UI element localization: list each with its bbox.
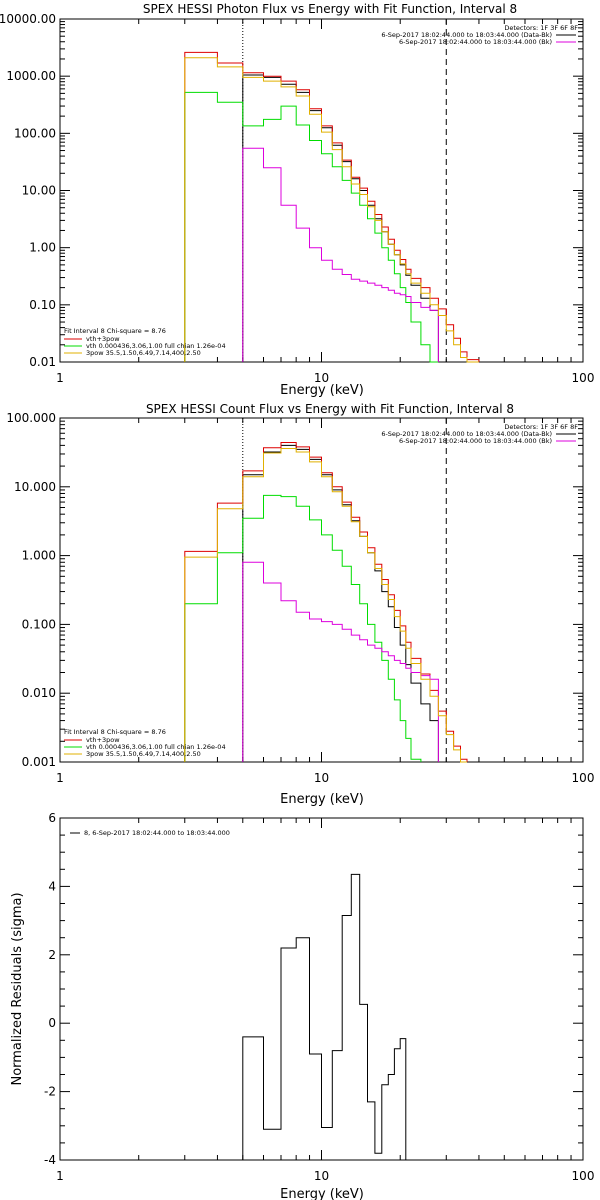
x-tick-label: 10 xyxy=(314,371,329,385)
series-line xyxy=(242,147,439,362)
photon-flux-title: SPEX HESSI Photon Flux vs Energy with Fi… xyxy=(143,2,517,16)
y-tick-label: 1000.00 xyxy=(6,69,56,83)
y-tick-label: 6 xyxy=(48,811,56,825)
photon-flux-legend-databk: 6-Sep-2017 18:02:44.000 to 18:03:44.000 … xyxy=(381,31,552,39)
x-tick-label: 100 xyxy=(572,371,595,385)
y-tick-label: 100.00 xyxy=(14,126,56,140)
photon-flux-detectors-label: Detectors: 1F 3F 6F 8F xyxy=(504,24,578,32)
count-flux-panel: SPEX HESSI Count Flux vs Energy with Fit… xyxy=(6,402,594,807)
x-tick-label: 1 xyxy=(56,371,64,385)
y-tick-label: -4 xyxy=(44,1153,56,1167)
y-tick-label: 1.00 xyxy=(29,241,56,255)
photon-flux-fit-header: Fit Interval 8 Chi-square = 8.76 xyxy=(64,327,166,335)
series-line xyxy=(242,873,407,1160)
count-flux-xlabel: Energy (keV) xyxy=(280,792,364,807)
y-tick-label: 10000.00 xyxy=(0,12,56,26)
series-line xyxy=(184,442,468,762)
y-tick-label: -2 xyxy=(44,1085,56,1099)
y-tick-label: 2 xyxy=(48,948,56,962)
y-tick-label: 100.000 xyxy=(6,411,56,425)
photon-flux-plot-frame xyxy=(59,18,584,363)
y-tick-label: 0.100 xyxy=(22,617,56,631)
series-line xyxy=(184,494,422,762)
photon-flux-legend-bk: 6-Sep-2017 18:02:44.000 to 18:03:44.000 … xyxy=(399,38,552,46)
photon-flux-xlabel: Energy (keV) xyxy=(280,383,364,398)
y-tick-label: 10.000 xyxy=(14,480,56,494)
photon-flux-panel: SPEX HESSI Photon Flux vs Energy with Fi… xyxy=(0,2,594,398)
count-flux-legend-databk: 6-Sep-2017 18:02:44.000 to 18:03:44.000 … xyxy=(381,430,552,438)
count-flux-legend-bk: 6-Sep-2017 18:02:44.000 to 18:03:44.000 … xyxy=(399,437,552,445)
series-line xyxy=(242,561,439,762)
count-flux-fit-item-2: vth 0.000436,3.06,1.00 full chian 1.26e-… xyxy=(86,743,226,751)
series-line xyxy=(242,74,439,362)
x-tick-label: 1 xyxy=(56,1169,64,1183)
residuals-ylabel: Normalized Residuals (sigma) xyxy=(10,892,25,1085)
y-tick-label: 0.001 xyxy=(22,755,56,769)
y-tick-label: 0.010 xyxy=(22,686,56,700)
series-line xyxy=(242,444,439,762)
series-line xyxy=(184,91,439,363)
count-flux-fit-header: Fit Interval 8 Chi-square = 8.76 xyxy=(64,728,166,736)
x-tick-label: 10 xyxy=(314,1169,329,1183)
y-tick-label: 0.10 xyxy=(29,298,56,312)
y-tick-label: 1.000 xyxy=(22,549,56,563)
residuals-xlabel: Energy (keV) xyxy=(280,1187,364,1200)
x-tick-label: 10 xyxy=(314,771,329,785)
photon-flux-marks: 1 10 100 0.01 0.10 1.00 10.00 100.00 1000.00 1000… xyxy=(0,12,594,385)
count-flux-marks: 1 10 100 0.001 0.010 0.100 1.000 10.000 100.000 xyxy=(6,411,594,785)
series-line xyxy=(184,57,479,363)
residuals-panel: 1 10 100 -4 -2 0 2 4 6 Normalized Residuals (sig… xyxy=(10,811,594,1200)
series-line xyxy=(184,51,480,362)
x-tick-label: 100 xyxy=(572,771,595,785)
y-tick-label: 4 xyxy=(48,879,56,893)
count-flux-fit-item-3: 3pow 35.5,1.50,6.49,7.14,400,2.50 xyxy=(86,750,201,758)
x-tick-label: 1 xyxy=(56,771,64,785)
y-tick-label: 0.01 xyxy=(29,355,56,369)
series-line xyxy=(184,448,467,763)
residuals-marks: 1 10 100 -4 -2 0 2 4 6 xyxy=(44,811,594,1183)
photon-flux-fit-item-2: vth 0.000436,3.06,1.00 full chian 1.26e-… xyxy=(86,342,226,350)
count-flux-title: SPEX HESSI Count Flux vs Energy with Fit… xyxy=(146,402,514,416)
photon-flux-fit-item-1: vth+3pow xyxy=(86,335,120,343)
y-tick-label: 0 xyxy=(48,1016,56,1030)
photon-flux-fit-item-3: 3pow 35.5,1.50,6.49,7.14,400,2.50 xyxy=(86,349,201,357)
residuals-legend-item: 8, 6-Sep-2017 18:02:44.000 to 18:03:44.0… xyxy=(84,829,230,837)
x-tick-label: 100 xyxy=(572,1169,595,1183)
count-flux-detectors-label: Detectors: 1F 3F 6F 8F xyxy=(504,423,578,431)
count-flux-fit-item-1: vth+3pow xyxy=(86,736,120,744)
y-tick-label: 10.00 xyxy=(22,184,56,198)
